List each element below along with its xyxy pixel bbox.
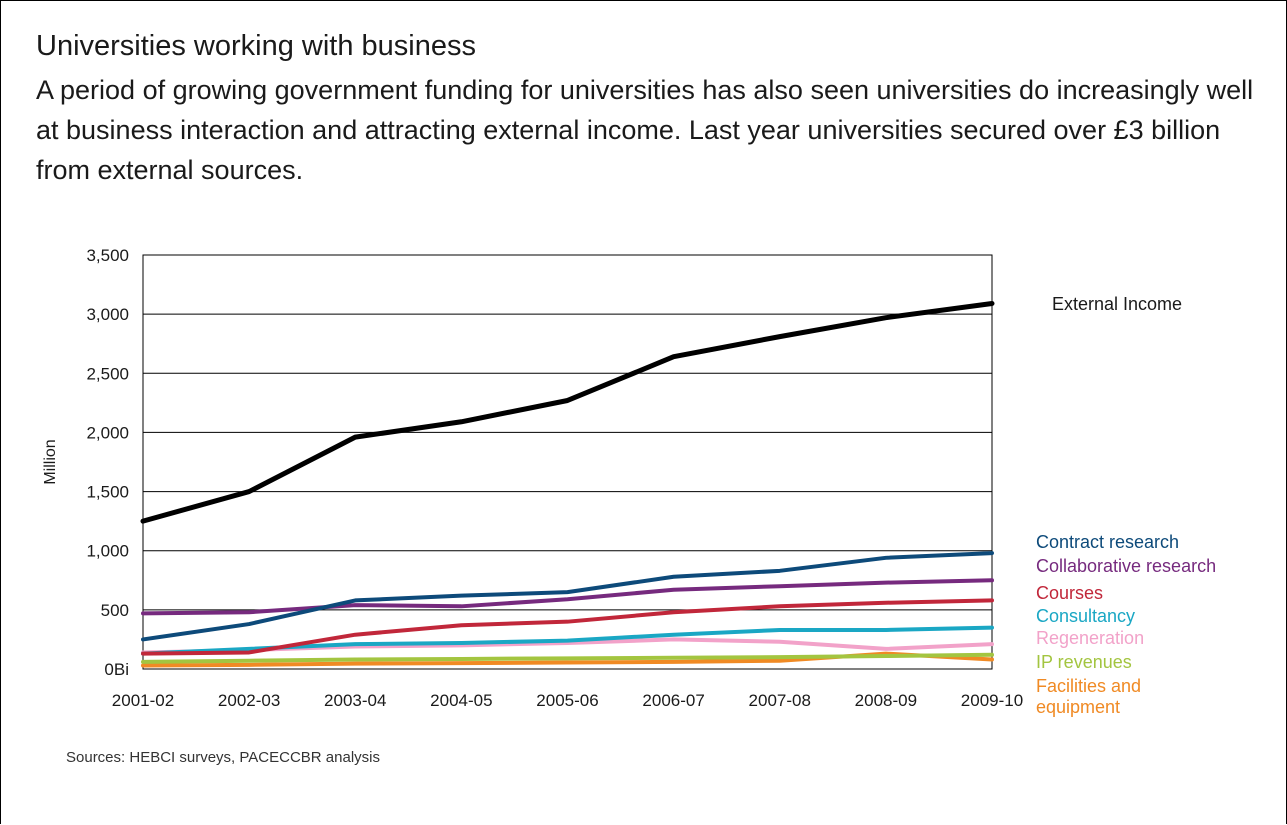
- x-tick-label: 2002-03: [218, 691, 280, 710]
- series-label: Consultancy: [1036, 606, 1135, 626]
- y-tick-label: 3,000: [86, 305, 129, 324]
- y-tick-label: 2,500: [86, 364, 129, 383]
- chart-title: Universities working with business: [36, 30, 476, 62]
- series-label: Contract research: [1036, 532, 1179, 552]
- y-axis-label: Million: [42, 439, 59, 484]
- series-label: Regeneration: [1036, 628, 1144, 648]
- series-label: Facilities and: [1036, 676, 1141, 696]
- y-tick-label: 3,500: [86, 246, 129, 265]
- series-label: Collaborative research: [1036, 556, 1216, 576]
- plot-area: [142, 254, 993, 670]
- series-line: [140, 300, 995, 524]
- y-tick-label: 2,000: [86, 423, 129, 442]
- x-tick-label: 2006-07: [642, 691, 704, 710]
- x-tick-label: 2001-02: [112, 691, 174, 710]
- series-label: Courses: [1036, 583, 1103, 603]
- source-note: Sources: HEBCI surveys, PACECCBR analysi…: [66, 749, 380, 766]
- series-line: [141, 652, 994, 664]
- x-tick-label: 2003-04: [324, 691, 386, 710]
- y-tick-label: 0Bi: [104, 660, 129, 679]
- y-tick-label: 1,500: [86, 483, 129, 502]
- y-tick-label: 500: [101, 601, 129, 620]
- intro-text: A period of growing government funding f…: [36, 75, 1254, 185]
- x-tick-label: 2004-05: [430, 691, 492, 710]
- series-line: [141, 551, 994, 642]
- x-tick-label: 2008-09: [855, 691, 917, 710]
- series-label: equipment: [1036, 697, 1120, 717]
- series-label: IP revenues: [1036, 652, 1132, 672]
- y-tick-label: 1,000: [86, 542, 129, 561]
- series-label: External Income: [1052, 294, 1182, 314]
- x-tick-label: 2005-06: [536, 691, 598, 710]
- x-tick-label: 2007-08: [749, 691, 811, 710]
- series-line: [141, 578, 994, 616]
- x-tick-label: 2009-10: [961, 691, 1023, 710]
- series-line: [141, 598, 994, 656]
